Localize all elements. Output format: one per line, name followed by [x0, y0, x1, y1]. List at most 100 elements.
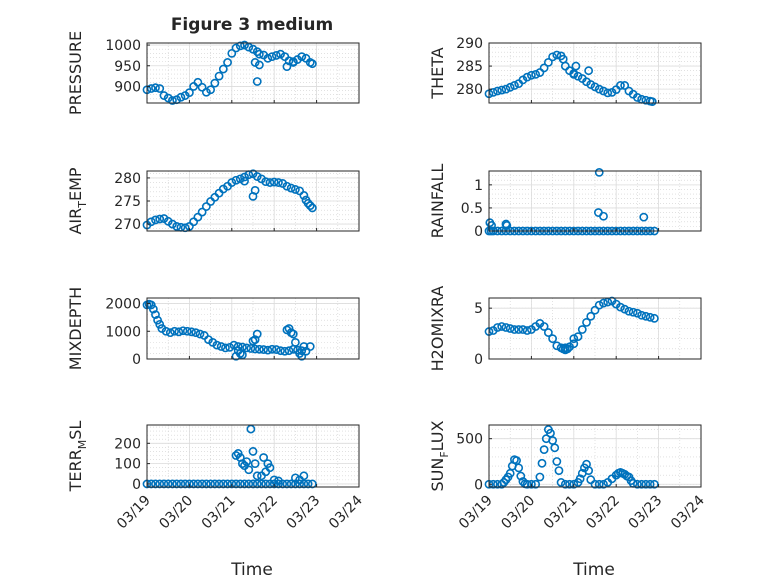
data-point [510, 325, 519, 334]
data-point [146, 84, 156, 93]
y-axis-label: PRESSURE [66, 31, 85, 115]
data-point [616, 302, 625, 312]
data-point [146, 217, 156, 227]
data-point [201, 202, 211, 211]
data-point [221, 343, 230, 353]
data-point [552, 457, 562, 466]
data-point [633, 308, 642, 318]
data-point [647, 97, 657, 107]
data-point [267, 52, 277, 62]
data-point [269, 475, 279, 485]
data-point [176, 92, 186, 102]
data-point [649, 479, 659, 489]
data-point [257, 479, 266, 489]
data-point [210, 479, 220, 489]
data-point [210, 78, 220, 88]
data-point [227, 479, 237, 489]
data-point [527, 70, 536, 80]
data-point [231, 43, 241, 53]
data-point [197, 207, 207, 217]
data-point [184, 88, 194, 98]
data-point [531, 479, 541, 489]
data-point [178, 326, 188, 336]
y-axis-label: TERRMSL [66, 421, 89, 493]
y-axis-label-main: H2OMIXRA [428, 286, 447, 372]
y-axis-label-subscript: T [76, 201, 89, 209]
y-tick-label: 0 [132, 477, 141, 493]
data-point [182, 326, 192, 336]
data-point [584, 466, 594, 475]
data-point [235, 174, 245, 184]
y-tick-label: 2000 [105, 297, 141, 313]
data-point [214, 71, 224, 81]
y-tick-label: 950 [114, 59, 141, 75]
data-point [487, 221, 496, 230]
data-point [586, 311, 596, 321]
data-point [307, 479, 317, 489]
data-point [206, 479, 215, 489]
data-point [155, 214, 165, 224]
y-tick-label: 5 [474, 301, 483, 317]
y-tick-label: 1000 [105, 38, 141, 54]
data-point [259, 345, 268, 354]
axes-box [488, 297, 702, 360]
data-point [261, 479, 271, 489]
data-point [155, 319, 165, 329]
data-point [214, 479, 224, 489]
data-point [516, 471, 526, 481]
data-point [637, 479, 647, 489]
subplot-theta: 280 285 290 THETA [428, 36, 702, 107]
data-point [295, 479, 305, 489]
data-point [216, 342, 226, 351]
y-tick-label: 0 [474, 352, 483, 368]
data-point [240, 172, 249, 182]
data-point [569, 334, 579, 344]
data-point [288, 57, 298, 67]
data-point [550, 443, 560, 453]
data-point [548, 334, 557, 344]
data-point [250, 335, 260, 344]
data-point [290, 185, 300, 194]
data-point [252, 172, 262, 181]
data-point [288, 329, 298, 339]
data-point [151, 215, 160, 225]
y-axis-label: THETA [428, 47, 447, 99]
data-point [620, 304, 630, 314]
data-point [594, 300, 604, 310]
y-tick-label: 900 [114, 79, 141, 95]
data-point [307, 59, 317, 69]
data-point [231, 175, 241, 185]
data-point [244, 479, 254, 489]
data-point [187, 327, 196, 337]
data-point [584, 66, 594, 76]
data-point [594, 167, 604, 177]
data-point [502, 221, 512, 230]
y-axis-label: MIXDEPTH [66, 287, 85, 370]
data-point [297, 351, 307, 361]
data-point [522, 326, 532, 335]
y-axis-label-main: SUN [428, 458, 447, 492]
subplot-pressure: 900 950 1000 PRESSURE [66, 31, 360, 115]
data-point [242, 343, 252, 353]
data-point [263, 53, 273, 63]
data-point [223, 479, 232, 489]
data-point [193, 212, 203, 222]
data-point [290, 337, 300, 347]
data-point [569, 479, 579, 489]
data-point [290, 473, 300, 483]
y-axis-label-main: AIR [66, 208, 85, 235]
data-point [172, 221, 182, 231]
y-axis-label: AIRTEMP [66, 167, 89, 234]
data-point [197, 479, 207, 489]
y-tick-label: 0.5 [461, 201, 483, 217]
data-point [573, 332, 583, 342]
y-tick-label: 275 [114, 194, 141, 210]
data-point [590, 479, 600, 489]
y-tick-label: 285 [456, 59, 483, 75]
data-point [527, 479, 536, 489]
data-point [505, 82, 515, 92]
data-point [244, 42, 254, 52]
y-tick-label: 1000 [105, 324, 141, 340]
y-axis-label: SUNFLUX [428, 420, 451, 491]
